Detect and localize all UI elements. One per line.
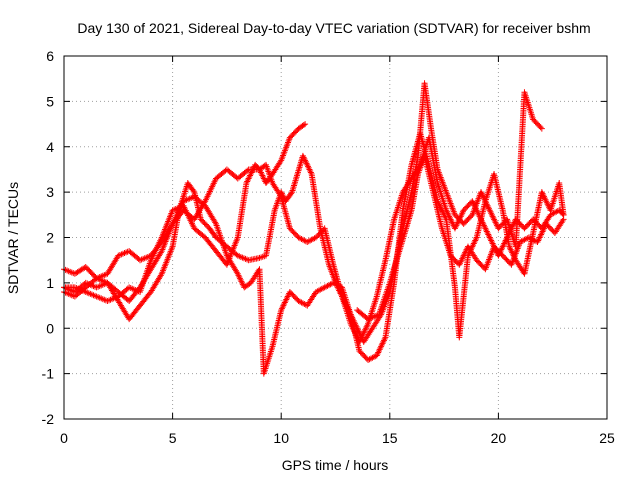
data-point: [560, 216, 567, 223]
data-point: [190, 187, 197, 194]
data-point: [538, 125, 545, 132]
tick-layer: 0 5 10 15 20 25 -2 -1 0 1 2 3 4 5 6: [42, 48, 615, 446]
x-tick-label: 15: [382, 430, 398, 446]
y-tick-label: -2: [42, 411, 55, 427]
data-point: [302, 121, 309, 128]
y-tick-label: 3: [46, 184, 54, 200]
series-5: [354, 152, 567, 323]
y-tick-label: 1: [46, 275, 54, 291]
x-tick-label: 20: [491, 430, 507, 446]
y-tick-label: -1: [42, 366, 55, 382]
y-tick-label: 4: [46, 139, 54, 155]
series-4: [61, 134, 567, 345]
x-axis-label: GPS time / hours: [282, 457, 389, 473]
x-tick-label: 0: [60, 430, 68, 446]
data-point: [537, 124, 544, 131]
y-tick-label: 5: [46, 93, 54, 109]
y-tick-label: 6: [46, 48, 54, 64]
data-point: [300, 121, 307, 128]
data-point: [559, 210, 566, 217]
x-tick-label: 10: [273, 430, 289, 446]
y-axis-label: SDTVAR / TECUs: [5, 182, 21, 294]
x-tick-label: 25: [599, 430, 615, 446]
y-tick-label: 2: [46, 230, 54, 246]
chart-title: Day 130 of 2021, Sidereal Day-to-day VTE…: [77, 20, 590, 36]
y-tick-label: 0: [46, 320, 54, 336]
data-point: [288, 190, 295, 197]
x-tick-label: 5: [169, 430, 177, 446]
plot-frame: [63, 55, 608, 420]
series-layer: [61, 80, 567, 377]
